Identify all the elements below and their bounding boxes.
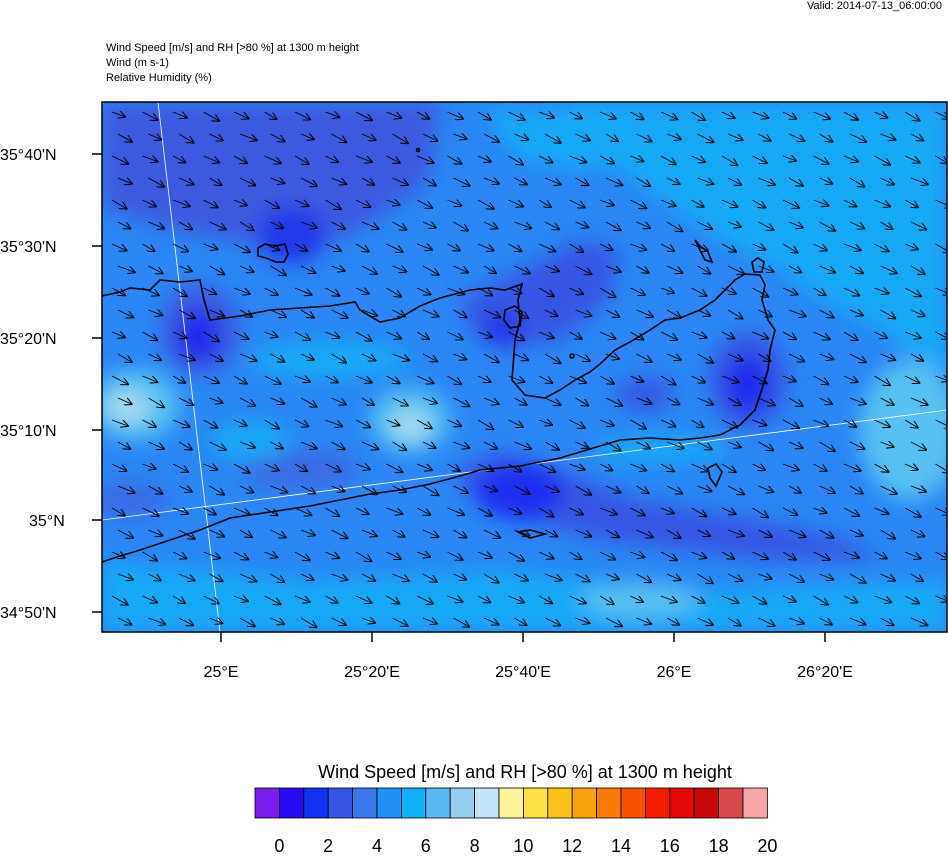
colorbar-swatch <box>743 788 767 818</box>
latitude-labels: 35°40'N 35°30'N 35°20'N 35°10'N 35°N 34°… <box>0 147 65 622</box>
lon-label: 25°E <box>204 664 239 681</box>
colorbar-swatch <box>328 788 352 818</box>
colorbar <box>255 788 767 818</box>
lat-label: 35°30'N <box>0 239 57 256</box>
colorbar-swatch <box>353 788 377 818</box>
colorbar-swatch <box>719 788 743 818</box>
lon-label: 26°20'E <box>797 664 853 681</box>
colorbar-swatch <box>523 788 547 818</box>
colorbar-swatch <box>450 788 474 818</box>
lat-label: 35°40'N <box>0 147 57 164</box>
lat-label: 35°N <box>29 513 65 530</box>
lat-label: 35°10'N <box>0 423 57 440</box>
colorbar-swatch <box>597 788 621 818</box>
colorbar-swatch <box>572 788 596 818</box>
colorbar-swatch <box>499 788 523 818</box>
colorbar-swatch <box>645 788 669 818</box>
colorbar-swatch <box>694 788 718 818</box>
colorbar-swatch <box>548 788 572 818</box>
colorbar-swatch <box>304 788 328 818</box>
longitude-labels: 25°E 25°20'E 25°40'E 26°E 26°20'E <box>204 664 853 681</box>
colorbar-swatch <box>255 788 279 818</box>
lat-label: 34°50'N <box>0 605 57 622</box>
colorbar-swatch <box>279 788 303 818</box>
map-plot-area <box>90 102 948 632</box>
lon-label: 25°20'E <box>344 664 400 681</box>
colorbar-swatch <box>377 788 401 818</box>
colorbar-swatch <box>621 788 645 818</box>
colorbar-swatch <box>401 788 425 818</box>
colorbar-swatch <box>670 788 694 818</box>
colorbar-swatch <box>426 788 450 818</box>
lon-label: 26°E <box>657 664 692 681</box>
colorbar-swatch <box>475 788 499 818</box>
lon-label: 25°40'E <box>495 664 551 681</box>
colorbar-title: Wind Speed [m/s] and RH [>80 %] at 1300 … <box>0 762 948 783</box>
lat-label: 35°20'N <box>0 331 57 348</box>
